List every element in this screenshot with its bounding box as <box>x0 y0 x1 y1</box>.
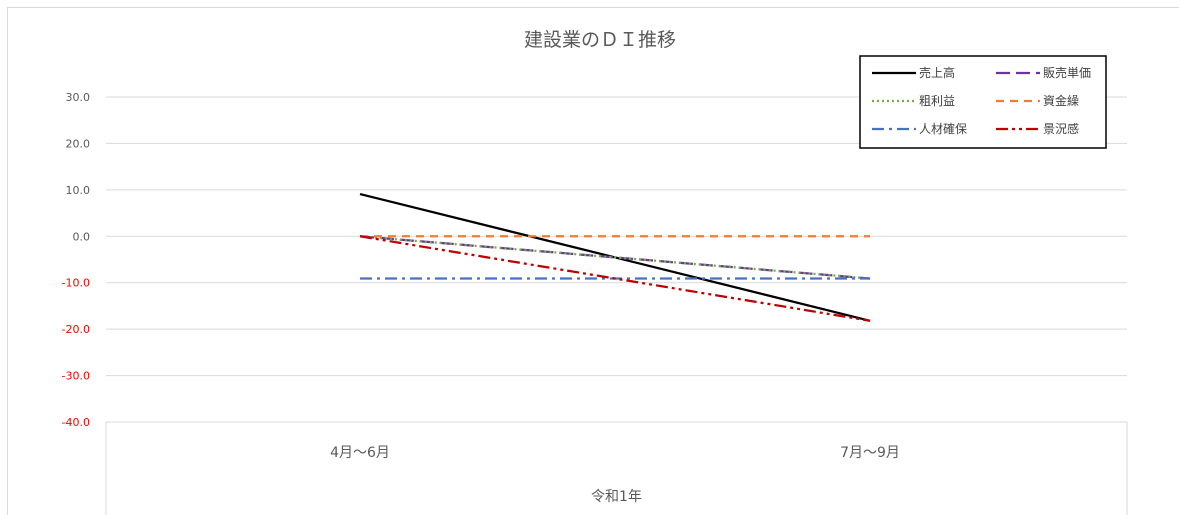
y-tick-label: -30.0 <box>62 370 90 383</box>
legend-label: 粗利益 <box>919 94 955 108</box>
x-tick-label: 7月～9月 <box>840 445 900 461</box>
legend-label: 資金繰 <box>1043 93 1079 108</box>
y-tick-label: -40.0 <box>62 416 90 429</box>
legend-label: 人材確保 <box>919 121 967 136</box>
y-tick-label: -20.0 <box>62 323 90 336</box>
y-tick-label: 10.0 <box>66 184 91 197</box>
legend-label: 販売単価 <box>1043 65 1091 80</box>
legend-label: 景況感 <box>1043 121 1079 136</box>
legend-box <box>859 55 1107 149</box>
x-tick-label: 4月～6月 <box>330 445 390 461</box>
y-tick-label: 0.0 <box>73 230 91 243</box>
x-group-label: 令和1年 <box>591 489 642 505</box>
y-tick-label: 20.0 <box>66 137 91 150</box>
y-axis-ticks: 30.0 20.0 10.0 0.0 -10.0 -20.0 -30.0 -40.0 <box>62 91 90 429</box>
chart-title: 建設業のＤＩ推移 <box>524 29 676 51</box>
series-line <box>359 235 871 280</box>
y-tick-label: -10.0 <box>62 277 90 290</box>
series-lines <box>359 192 871 322</box>
chart-frame <box>7 7 1179 515</box>
y-tick-label: 30.0 <box>66 91 91 104</box>
legend-label: 売上高 <box>919 65 955 80</box>
series-line <box>359 235 871 322</box>
